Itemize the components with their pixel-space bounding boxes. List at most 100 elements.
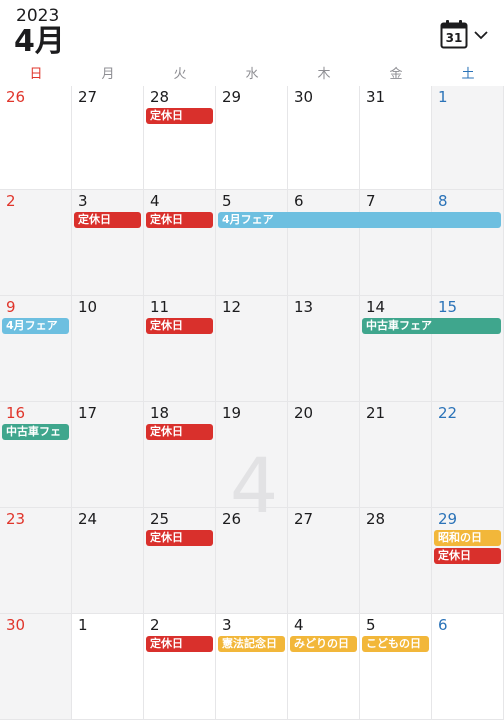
ev-4gatsu-fair-2[interactable]: 4月フェア <box>2 318 69 334</box>
day-cell[interactable]: 27 <box>288 508 360 614</box>
day-cell[interactable]: 8 <box>432 190 504 296</box>
month-watermark: 4 <box>229 441 279 530</box>
day-cell[interactable]: 30 <box>0 614 72 720</box>
day-cell[interactable]: 17 <box>72 402 144 508</box>
day-cell[interactable]: 25 <box>144 508 216 614</box>
day-cell[interactable]: 28 <box>360 508 432 614</box>
day-number: 15 <box>438 298 458 316</box>
ev-midori-no-hi[interactable]: みどりの日 <box>290 636 357 652</box>
day-number: 19 <box>222 404 242 422</box>
day-cell[interactable]: 3 <box>72 190 144 296</box>
day-cell[interactable]: 6 <box>432 614 504 720</box>
day-cell[interactable]: 24 <box>72 508 144 614</box>
calendar-icon-day: 31 <box>445 31 463 45</box>
weekday-label: 水 <box>245 67 259 82</box>
day-cell[interactable]: 2 <box>144 614 216 720</box>
day-number: 11 <box>150 298 170 316</box>
day-number: 16 <box>6 404 26 422</box>
day-cell[interactable]: 23 <box>0 508 72 614</box>
day-cell[interactable]: 5 <box>360 614 432 720</box>
day-cell[interactable]: 11 <box>144 296 216 402</box>
day-cell[interactable]: 18 <box>144 402 216 508</box>
day-number: 30 <box>294 88 314 106</box>
month-grid: 26 27 28 29 30 31 1 2 3 4 5 6 7 8 9 10 11 12 13 14 15 16 17 18 1… <box>0 86 504 720</box>
ev-teikyubi-0404[interactable]: 定休日 <box>146 212 213 228</box>
day-number: 6 <box>294 192 304 210</box>
day-cell[interactable]: 14 <box>360 296 432 402</box>
ev-chukosha-fair-2[interactable]: 中古車フェ <box>2 424 69 440</box>
day-number: 25 <box>150 510 170 528</box>
ev-kenpo-kinenbi[interactable]: 憲法記念日 <box>218 636 285 652</box>
ev-teikyubi-0502[interactable]: 定休日 <box>146 636 213 652</box>
day-number: 5 <box>222 192 232 210</box>
day-number: 4 <box>294 616 304 634</box>
day-cell[interactable]: 10 <box>72 296 144 402</box>
day-cell[interactable]: 13 <box>288 296 360 402</box>
day-cell[interactable]: 1 <box>72 614 144 720</box>
day-cell[interactable]: 3 <box>216 614 288 720</box>
ev-teikyubi-0425[interactable]: 定休日 <box>146 530 213 546</box>
day-cell[interactable]: 4 <box>144 190 216 296</box>
day-cell[interactable]: 22 <box>432 402 504 508</box>
day-cell[interactable]: 30 <box>288 86 360 190</box>
day-cell[interactable]: 4 <box>288 614 360 720</box>
day-number: 24 <box>78 510 98 528</box>
day-cell[interactable]: 16 <box>0 402 72 508</box>
day-number: 14 <box>366 298 386 316</box>
day-cell[interactable]: 19 <box>216 402 288 508</box>
day-number: 31 <box>366 88 386 106</box>
day-cell[interactable]: 7 <box>360 190 432 296</box>
day-cell[interactable]: 31 <box>360 86 432 190</box>
day-cell[interactable]: 6 <box>288 190 360 296</box>
day-cell[interactable]: 20 <box>288 402 360 508</box>
day-cell[interactable]: 5 <box>216 190 288 296</box>
day-cell[interactable]: 28 <box>144 86 216 190</box>
day-number: 30 <box>6 616 26 634</box>
day-number: 6 <box>438 616 448 634</box>
day-number: 27 <box>78 88 98 106</box>
day-cell[interactable]: 9 <box>0 296 72 402</box>
day-number: 4 <box>150 192 160 210</box>
ev-teikyubi-0328[interactable]: 定休日 <box>146 108 213 124</box>
ev-chukosha-fair-1[interactable]: 中古車フェア <box>362 318 501 334</box>
day-cell[interactable]: 29 <box>216 86 288 190</box>
day-number: 9 <box>6 298 16 316</box>
day-number: 27 <box>294 510 314 528</box>
weekday-header-row: 日月火水木金土 <box>0 64 504 86</box>
day-cell[interactable]: 2 <box>0 190 72 296</box>
day-number: 3 <box>222 616 232 634</box>
month-title[interactable]: 4月 <box>14 24 65 59</box>
day-number: 21 <box>366 404 386 422</box>
ev-showa-no-hi[interactable]: 昭和の日 <box>434 530 501 546</box>
day-number: 1 <box>78 616 88 634</box>
chevron-down-icon <box>474 31 488 40</box>
day-number: 5 <box>366 616 376 634</box>
day-cell[interactable]: 21 <box>360 402 432 508</box>
date-picker-button[interactable]: 31 <box>440 20 492 50</box>
ev-teikyubi-0403[interactable]: 定休日 <box>74 212 141 228</box>
day-cell[interactable]: 26 <box>216 508 288 614</box>
day-cell[interactable]: 1 <box>432 86 504 190</box>
day-number: 8 <box>438 192 448 210</box>
weekday-label: 火 <box>173 67 187 82</box>
weekday-label: 日 <box>29 67 43 82</box>
ev-teikyubi-0411[interactable]: 定休日 <box>146 318 213 334</box>
day-cell[interactable]: 12 <box>216 296 288 402</box>
day-number: 29 <box>438 510 458 528</box>
day-number: 17 <box>78 404 98 422</box>
day-number: 20 <box>294 404 314 422</box>
calendar-header: 2023 4月 31 <box>0 0 504 64</box>
day-cell[interactable]: 27 <box>72 86 144 190</box>
day-cell[interactable]: 15 <box>432 296 504 402</box>
day-number: 2 <box>150 616 160 634</box>
ev-kodomo-no-hi[interactable]: こどもの日 <box>362 636 429 652</box>
day-number: 22 <box>438 404 458 422</box>
day-cell[interactable]: 26 <box>0 86 72 190</box>
day-number: 12 <box>222 298 242 316</box>
ev-4gatsu-fair-1[interactable]: 4月フェア <box>218 212 501 228</box>
ev-teikyubi-0418[interactable]: 定休日 <box>146 424 213 440</box>
day-number: 10 <box>78 298 98 316</box>
day-number: 18 <box>150 404 170 422</box>
ev-teikyubi-0429[interactable]: 定休日 <box>434 548 501 564</box>
day-number: 13 <box>294 298 314 316</box>
